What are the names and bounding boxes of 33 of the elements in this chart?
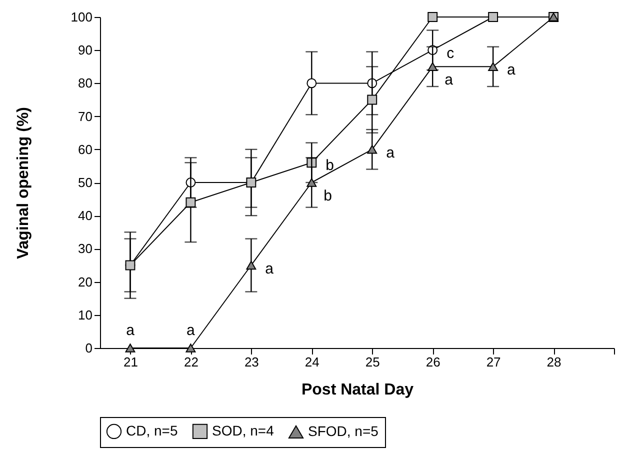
annotation: b: [324, 188, 332, 204]
y-axis-title: Vaginal opening (%): [14, 106, 32, 260]
y-tick-label: 60: [78, 142, 92, 157]
legend-label: SFOD, n=5: [308, 422, 379, 439]
x-tick-label: 24: [304, 354, 320, 370]
x-tick-label: 21: [124, 354, 138, 370]
y-tick-label: 0: [85, 340, 92, 356]
y-tick-label: 20: [78, 274, 92, 290]
legend-label: CD, n=5: [126, 422, 178, 438]
annotation: a: [126, 322, 136, 339]
y-tick-label: 80: [78, 76, 92, 91]
y-tick-label: 50: [78, 175, 92, 190]
y-tick-label: 30: [78, 241, 92, 256]
x-tick-label: 26: [426, 354, 440, 370]
annotation: a: [265, 260, 274, 278]
x-tick-label: 23: [244, 354, 259, 370]
y-tick-label: 40: [78, 208, 92, 224]
annotation: a: [186, 322, 196, 339]
y-tick-label: 10: [78, 307, 92, 322]
annotation: a: [386, 144, 396, 162]
annotation: b: [326, 156, 334, 174]
annotation: c: [446, 45, 455, 62]
y-tick-label: 70: [78, 108, 92, 124]
annotation: a: [444, 72, 454, 89]
legend-label: SOD, n=4: [212, 422, 274, 438]
annotation: a: [507, 62, 516, 79]
y-tick-label: 100: [70, 10, 92, 24]
y-tick-label: 90: [78, 42, 92, 58]
x-tick-label: 25: [365, 354, 380, 370]
x-tick-label: 27: [486, 354, 501, 370]
x-tick-label: 28: [546, 354, 562, 370]
x-axis-title: Post Natal Day: [301, 382, 414, 398]
x-tick-label: 22: [184, 354, 198, 370]
